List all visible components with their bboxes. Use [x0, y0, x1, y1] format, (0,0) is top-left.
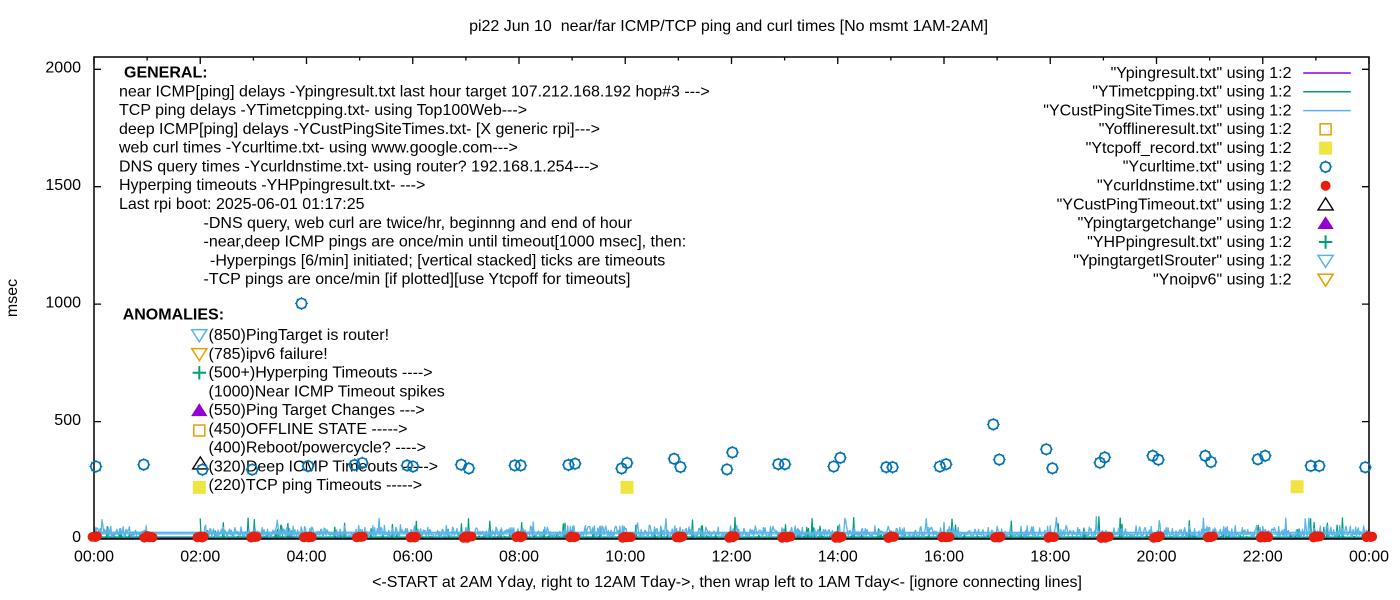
svg-text:"YTimetcpping.txt" using 1:2: "YTimetcpping.txt" using 1:2 — [1092, 84, 1291, 101]
svg-text:"YpingtargetISrouter" using 1:: "YpingtargetISrouter" using 1:2 — [1073, 253, 1291, 270]
svg-text:"Ycurltime.txt" using 1:2: "Ycurltime.txt" using 1:2 — [1123, 159, 1292, 176]
svg-text:06:00: 06:00 — [393, 549, 433, 566]
svg-text:<-START at 2AM Yday, right to: <-START at 2AM Yday, right to 12AM Tday-… — [372, 574, 1082, 591]
svg-text:Last rpi boot: 2025-06-01 01:1: Last rpi boot: 2025-06-01 01:17:25 — [119, 196, 365, 213]
svg-text:-TCP pings are once/min [if pl: -TCP pings are once/min [if plotted][use… — [204, 271, 631, 288]
svg-text:"Yofflineresult.txt" using 1:2: "Yofflineresult.txt" using 1:2 — [1099, 121, 1292, 138]
svg-text:Hyperping timeouts -YHPpingres: Hyperping timeouts -YHPpingresult.txt- -… — [119, 177, 425, 194]
svg-text:GENERAL:: GENERAL: — [124, 65, 208, 82]
svg-text:1500: 1500 — [45, 177, 81, 194]
svg-text:(785)ipv6 failure!: (785)ipv6 failure! — [209, 346, 328, 363]
svg-text:00:00: 00:00 — [1349, 549, 1389, 566]
svg-text:500: 500 — [54, 412, 81, 429]
svg-text:msec: msec — [4, 279, 21, 317]
svg-text:pi22 Jun 10 near/far ICMP/TCP: pi22 Jun 10 near/far ICMP/TCP ping and c… — [469, 18, 988, 35]
svg-text:1000: 1000 — [45, 294, 81, 311]
svg-text:0: 0 — [72, 529, 81, 546]
svg-text:DNS query times -Ycurldnstime.: DNS query times -Ycurldnstime.txt- using… — [119, 158, 599, 175]
svg-text:TCP ping delays -YTimetcpping.: TCP ping delays -YTimetcpping.txt- using… — [119, 102, 527, 119]
svg-text:-DNS query, web curl are twice: -DNS query, web curl are twice/hr, begin… — [204, 215, 633, 232]
svg-text:(1000)Near ICMP Timeout spikes: (1000)Near ICMP Timeout spikes — [209, 383, 445, 400]
svg-text:"Ytcpoff_record.txt" using 1:2: "Ytcpoff_record.txt" using 1:2 — [1086, 140, 1292, 157]
svg-text:(220)TCP ping Timeouts ----->: (220)TCP ping Timeouts -----> — [209, 477, 423, 494]
svg-text:(400)Reboot/powercycle? ---->: (400)Reboot/powercycle? ----> — [209, 440, 426, 457]
svg-text:"Ypingresult.txt" using 1:2: "Ypingresult.txt" using 1:2 — [1111, 65, 1292, 82]
svg-text:08:00: 08:00 — [499, 549, 539, 566]
svg-text:(550)Ping Target Changes --->: (550)Ping Target Changes ---> — [209, 402, 425, 419]
svg-text:-near,deep ICMP pings are once: -near,deep ICMP pings are once/min until… — [204, 234, 687, 251]
svg-text:"YHPpingresult.txt" using 1:2: "YHPpingresult.txt" using 1:2 — [1087, 234, 1291, 251]
svg-text:12:00: 12:00 — [711, 549, 751, 566]
svg-text:02:00: 02:00 — [180, 549, 220, 566]
svg-text:"Ypingtargetchange" using 1:2: "Ypingtargetchange" using 1:2 — [1078, 215, 1292, 232]
svg-text:deep ICMP[ping] delays -YCustP: deep ICMP[ping] delays -YCustPingSiteTim… — [119, 121, 600, 138]
svg-text:near ICMP[ping] delays -Ypingr: near ICMP[ping] delays -Ypingresult.txt … — [119, 83, 710, 100]
svg-text:16:00: 16:00 — [924, 549, 964, 566]
svg-text:(500+)Hyperping Timeouts ---->: (500+)Hyperping Timeouts ----> — [209, 365, 433, 382]
svg-text:web curl times -Ycurltime.txt-: web curl times -Ycurltime.txt- using www… — [118, 140, 518, 157]
svg-text:(850)PingTarget is router!: (850)PingTarget is router! — [209, 327, 390, 344]
svg-text:-Hyperpings [6/min] initiated;: -Hyperpings [6/min] initiated; [vertical… — [210, 252, 665, 269]
svg-text:(320)Deep ICMP Timeouts ----->: (320)Deep ICMP Timeouts -----> — [209, 458, 439, 475]
svg-text:"Ycurldnstime.txt" using 1:2: "Ycurldnstime.txt" using 1:2 — [1097, 177, 1292, 194]
svg-text:ANOMALIES:: ANOMALIES: — [123, 307, 224, 324]
svg-text:04:00: 04:00 — [286, 549, 326, 566]
svg-text:"YCustPingTimeout.txt" using 1: "YCustPingTimeout.txt" using 1:2 — [1057, 196, 1292, 213]
svg-text:00:00: 00:00 — [74, 549, 114, 566]
svg-text:20:00: 20:00 — [1136, 549, 1176, 566]
svg-text:18:00: 18:00 — [1030, 549, 1070, 566]
svg-text:22:00: 22:00 — [1243, 549, 1283, 566]
svg-text:(450)OFFLINE STATE ----->: (450)OFFLINE STATE -----> — [209, 421, 408, 438]
svg-text:10:00: 10:00 — [605, 549, 645, 566]
svg-text:"Ynoipv6" using 1:2: "Ynoipv6" using 1:2 — [1153, 271, 1292, 288]
svg-text:14:00: 14:00 — [818, 549, 858, 566]
svg-text:2000: 2000 — [45, 60, 81, 77]
svg-text:"YCustPingSiteTimes.txt" using: "YCustPingSiteTimes.txt" using 1:2 — [1043, 102, 1291, 119]
